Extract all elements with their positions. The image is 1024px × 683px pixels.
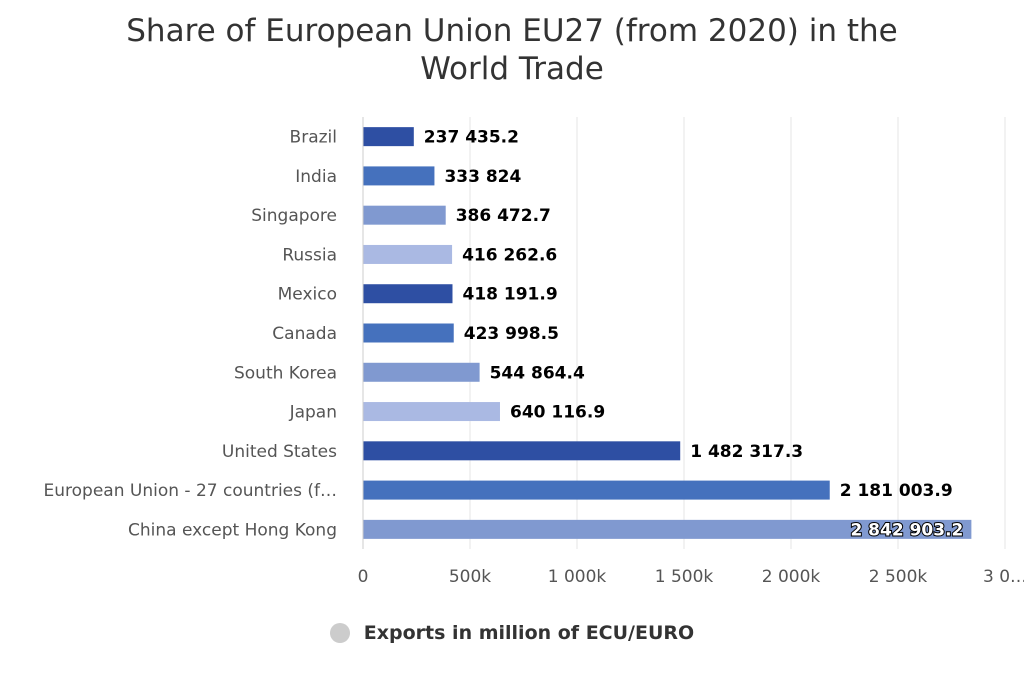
data-label: 2 842 903.2 bbox=[850, 520, 963, 540]
x-tick-label: 2 500k bbox=[869, 567, 928, 587]
category-label: Mexico bbox=[278, 285, 337, 305]
x-tick-label: 3 0… bbox=[983, 567, 1024, 587]
category-label: Brazil bbox=[290, 128, 337, 148]
data-label: 423 998.5 bbox=[464, 324, 559, 344]
bar bbox=[363, 519, 972, 539]
data-label: 416 262.6 bbox=[462, 245, 557, 265]
bar bbox=[363, 166, 435, 186]
bar bbox=[363, 205, 446, 225]
bar bbox=[363, 362, 480, 382]
bar bbox=[363, 323, 454, 343]
bar bbox=[363, 127, 414, 147]
data-label: 544 864.4 bbox=[490, 363, 585, 383]
category-label: China except Hong Kong bbox=[128, 520, 337, 540]
legend-marker bbox=[329, 623, 350, 643]
x-tick-label: 1 500k bbox=[655, 567, 714, 587]
x-tick-label: 500k bbox=[449, 567, 491, 587]
data-label: 237 435.2 bbox=[424, 128, 519, 148]
bar bbox=[363, 480, 830, 500]
category-label: Japan bbox=[289, 403, 337, 423]
category-label: South Korea bbox=[234, 363, 337, 383]
legend[interactable]: Exports in million of ECU/EURO bbox=[0, 622, 1024, 647]
data-label: 333 824 bbox=[444, 167, 521, 187]
x-tick-label: 0 bbox=[358, 567, 369, 587]
bar bbox=[363, 244, 453, 264]
category-label: Canada bbox=[272, 324, 337, 344]
data-label: 2 181 003.9 bbox=[840, 481, 953, 501]
chart-title: Share of European Union EU27 (from 2020)… bbox=[126, 13, 898, 87]
data-label: 418 191.9 bbox=[462, 285, 557, 305]
bar bbox=[363, 402, 500, 422]
category-label: United States bbox=[222, 442, 337, 462]
bar bbox=[363, 284, 453, 304]
x-tick-label: 1 000k bbox=[548, 567, 607, 587]
category-label: European Union - 27 countries (f… bbox=[44, 481, 337, 501]
data-label: 640 116.9 bbox=[510, 403, 605, 423]
data-label: 1 482 317.3 bbox=[690, 442, 803, 462]
legend-label[interactable]: Exports in million of ECU/EURO bbox=[363, 622, 695, 644]
category-label: India bbox=[295, 167, 337, 187]
category-label: Singapore bbox=[251, 206, 337, 226]
bar bbox=[363, 441, 681, 461]
data-label: 386 472.7 bbox=[456, 206, 551, 226]
x-tick-label: 2 000k bbox=[762, 567, 821, 587]
category-label: Russia bbox=[282, 245, 337, 265]
